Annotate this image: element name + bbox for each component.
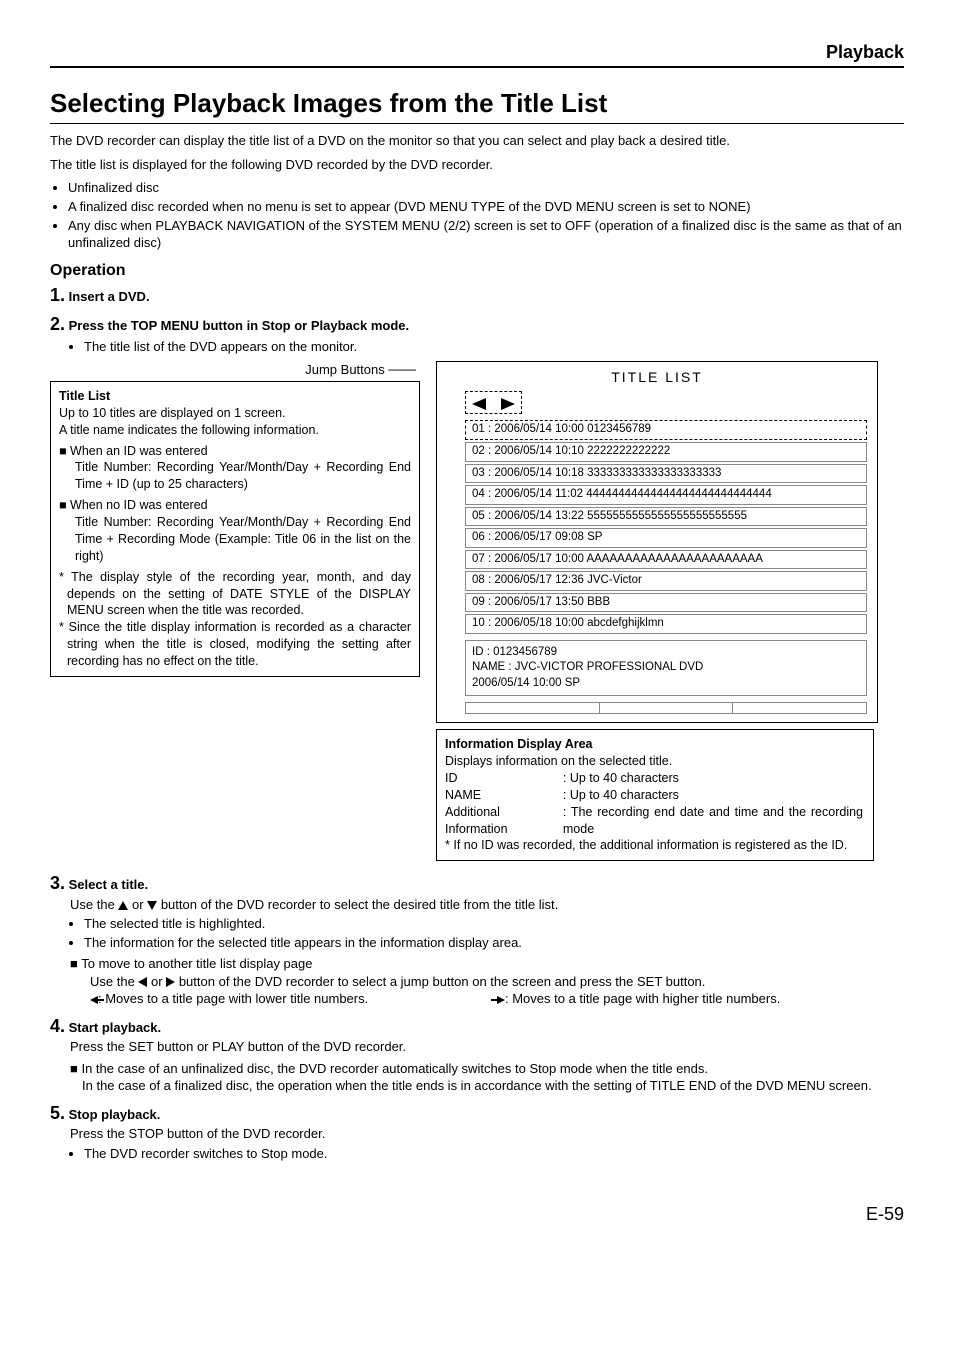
info-display-line: Displays information on the selected tit… — [445, 753, 865, 770]
section-header: Playback — [50, 40, 904, 68]
step-bullet: The information for the selected title a… — [84, 934, 904, 952]
step-title: Stop playback. — [69, 1107, 161, 1122]
intro-p2: The title list is displayed for the foll… — [50, 156, 904, 174]
page-title: Selecting Playback Images from the Title… — [50, 86, 904, 124]
title-list-sq2: ■ When no ID was entered — [71, 497, 411, 514]
step-title: Press the TOP MENU button in Stop or Pla… — [69, 318, 409, 333]
info-val: : Up to 40 characters — [563, 770, 865, 787]
step-line: Press the STOP button of the DVD recorde… — [70, 1125, 904, 1143]
title-list-note: * The display style of the recording yea… — [67, 569, 411, 620]
info-key: Additional Information — [445, 804, 563, 838]
info-name: NAME : JVC-VICTOR PROFESSIONAL DVD — [472, 660, 860, 676]
info-val: : Up to 40 characters — [563, 787, 865, 804]
title-list-heading: Title List — [59, 388, 411, 405]
step-line: Press the SET button or PLAY button of t… — [70, 1038, 904, 1056]
step-number: 3. — [50, 873, 65, 893]
info-date: 2006/05/14 10:00 SP — [472, 676, 860, 692]
step-bullet: The DVD recorder switches to Stop mode. — [84, 1145, 904, 1163]
up-icon — [118, 901, 128, 910]
info-box: ID : 0123456789 NAME : JVC-VICTOR PROFES… — [465, 640, 867, 697]
step-bullet: The selected title is highlighted. — [84, 915, 904, 933]
title-row-selected: 01 : 2006/05/14 10:00 0123456789 — [465, 420, 867, 440]
title-row: 04 : 2006/05/14 11:02 444444444444444444… — [465, 485, 867, 505]
title-list-sq1: ■ When an ID was entered — [71, 443, 411, 460]
step-bullet: The title list of the DVD appears on the… — [84, 338, 904, 356]
title-list-sq2-body: Title Number: Recording Year/Month/Day +… — [75, 514, 411, 565]
intro-bullet: Any disc when PLAYBACK NAVIGATION of the… — [68, 217, 904, 252]
jump-right-icon — [501, 398, 515, 410]
info-val: : The recording end date and time and th… — [563, 804, 865, 838]
right-icon — [166, 977, 175, 987]
info-id: ID : 0123456789 — [472, 645, 860, 661]
intro-bullet: Unfinalized disc — [68, 179, 904, 197]
down-icon — [147, 901, 157, 910]
step-5: 5. Stop playback. Press the STOP button … — [50, 1101, 904, 1162]
step-3: 3. Select a title. Use the or button of … — [50, 871, 904, 1008]
title-list-line: A title name indicates the following inf… — [59, 422, 411, 439]
title-list-explainer: Title List Up to 10 titles are displayed… — [50, 381, 420, 677]
jump-right-arrow-icon — [497, 996, 505, 1004]
step-title: Select a title. — [69, 877, 148, 892]
step-number: 5. — [50, 1103, 65, 1123]
title-row: 09 : 2006/05/17 13:50 BBB — [465, 593, 867, 613]
step-line: Use the or button of the DVD recorder to… — [70, 896, 904, 914]
step-line: In the case of a finalized disc, the ope… — [86, 1077, 904, 1095]
step-4: 4. Start playback. Press the SET button … — [50, 1014, 904, 1095]
info-key: NAME — [445, 787, 563, 804]
diagram-row: Jump Buttons ─── Title List Up to 10 tit… — [50, 361, 904, 861]
step-number: 2. — [50, 314, 65, 334]
intro-bullet: A finalized disc recorded when no menu i… — [68, 198, 904, 216]
step-subhead: ■ In the case of an unfinalized disc, th… — [70, 1060, 904, 1078]
title-list-sq1-body: Title Number: Recording Year/Month/Day +… — [75, 459, 411, 493]
step-title: Start playback. — [69, 1020, 162, 1035]
page-number: E-59 — [50, 1202, 904, 1226]
jump-buttons-label: Jump Buttons ─── — [50, 361, 420, 379]
info-key: ID — [445, 770, 563, 787]
title-row: 05 : 2006/05/14 13:22 555555555555555555… — [465, 507, 867, 527]
step-1: 1. Insert a DVD. — [50, 283, 904, 307]
step-line: Use the or button of the DVD recorder to… — [90, 973, 904, 991]
step-title: Insert a DVD. — [69, 289, 150, 304]
info-display-area: Information Display Area Displays inform… — [436, 729, 874, 861]
intro-p1: The DVD recorder can display the title l… — [50, 132, 904, 150]
title-row: 10 : 2006/05/18 10:00 abcdefghijklmn — [465, 614, 867, 634]
title-list-screen: TITLE LIST 01 : 2006/05/14 10:00 0123456… — [436, 361, 878, 723]
jump-buttons — [465, 391, 522, 414]
info-display-heading: Information Display Area — [445, 736, 865, 753]
step-line: : Moves to a title page with lower title… — [90, 990, 904, 1008]
info-display-table: ID: Up to 40 characters NAME: Up to 40 c… — [445, 770, 865, 838]
title-row: 08 : 2006/05/17 12:36 JVC-Victor — [465, 571, 867, 591]
intro-bullets: Unfinalized disc A finalized disc record… — [50, 179, 904, 251]
title-row: 06 : 2006/05/17 09:08 SP — [465, 528, 867, 548]
title-list-line: Up to 10 titles are displayed on 1 scree… — [59, 405, 411, 422]
jump-left-arrow-icon — [90, 996, 98, 1004]
title-row: 02 : 2006/05/14 10:10 2222222222222 — [465, 442, 867, 462]
step-number: 4. — [50, 1016, 65, 1036]
screen-title: TITLE LIST — [447, 368, 867, 387]
jump-left-icon — [472, 398, 486, 410]
step-subhead: ■ To move to another title list display … — [70, 955, 904, 973]
progress-bar — [465, 702, 867, 714]
step-2: 2. Press the TOP MENU button in Stop or … — [50, 312, 904, 356]
operation-heading: Operation — [50, 260, 904, 282]
title-row: 07 : 2006/05/17 10:00 AAAAAAAAAAAAAAAAAA… — [465, 550, 867, 570]
title-list-note: * Since the title display information is… — [67, 619, 411, 670]
info-display-note: * If no ID was recorded, the additional … — [445, 837, 865, 854]
step-number: 1. — [50, 285, 65, 305]
title-row: 03 : 2006/05/14 10:18 333333333333333333… — [465, 464, 867, 484]
